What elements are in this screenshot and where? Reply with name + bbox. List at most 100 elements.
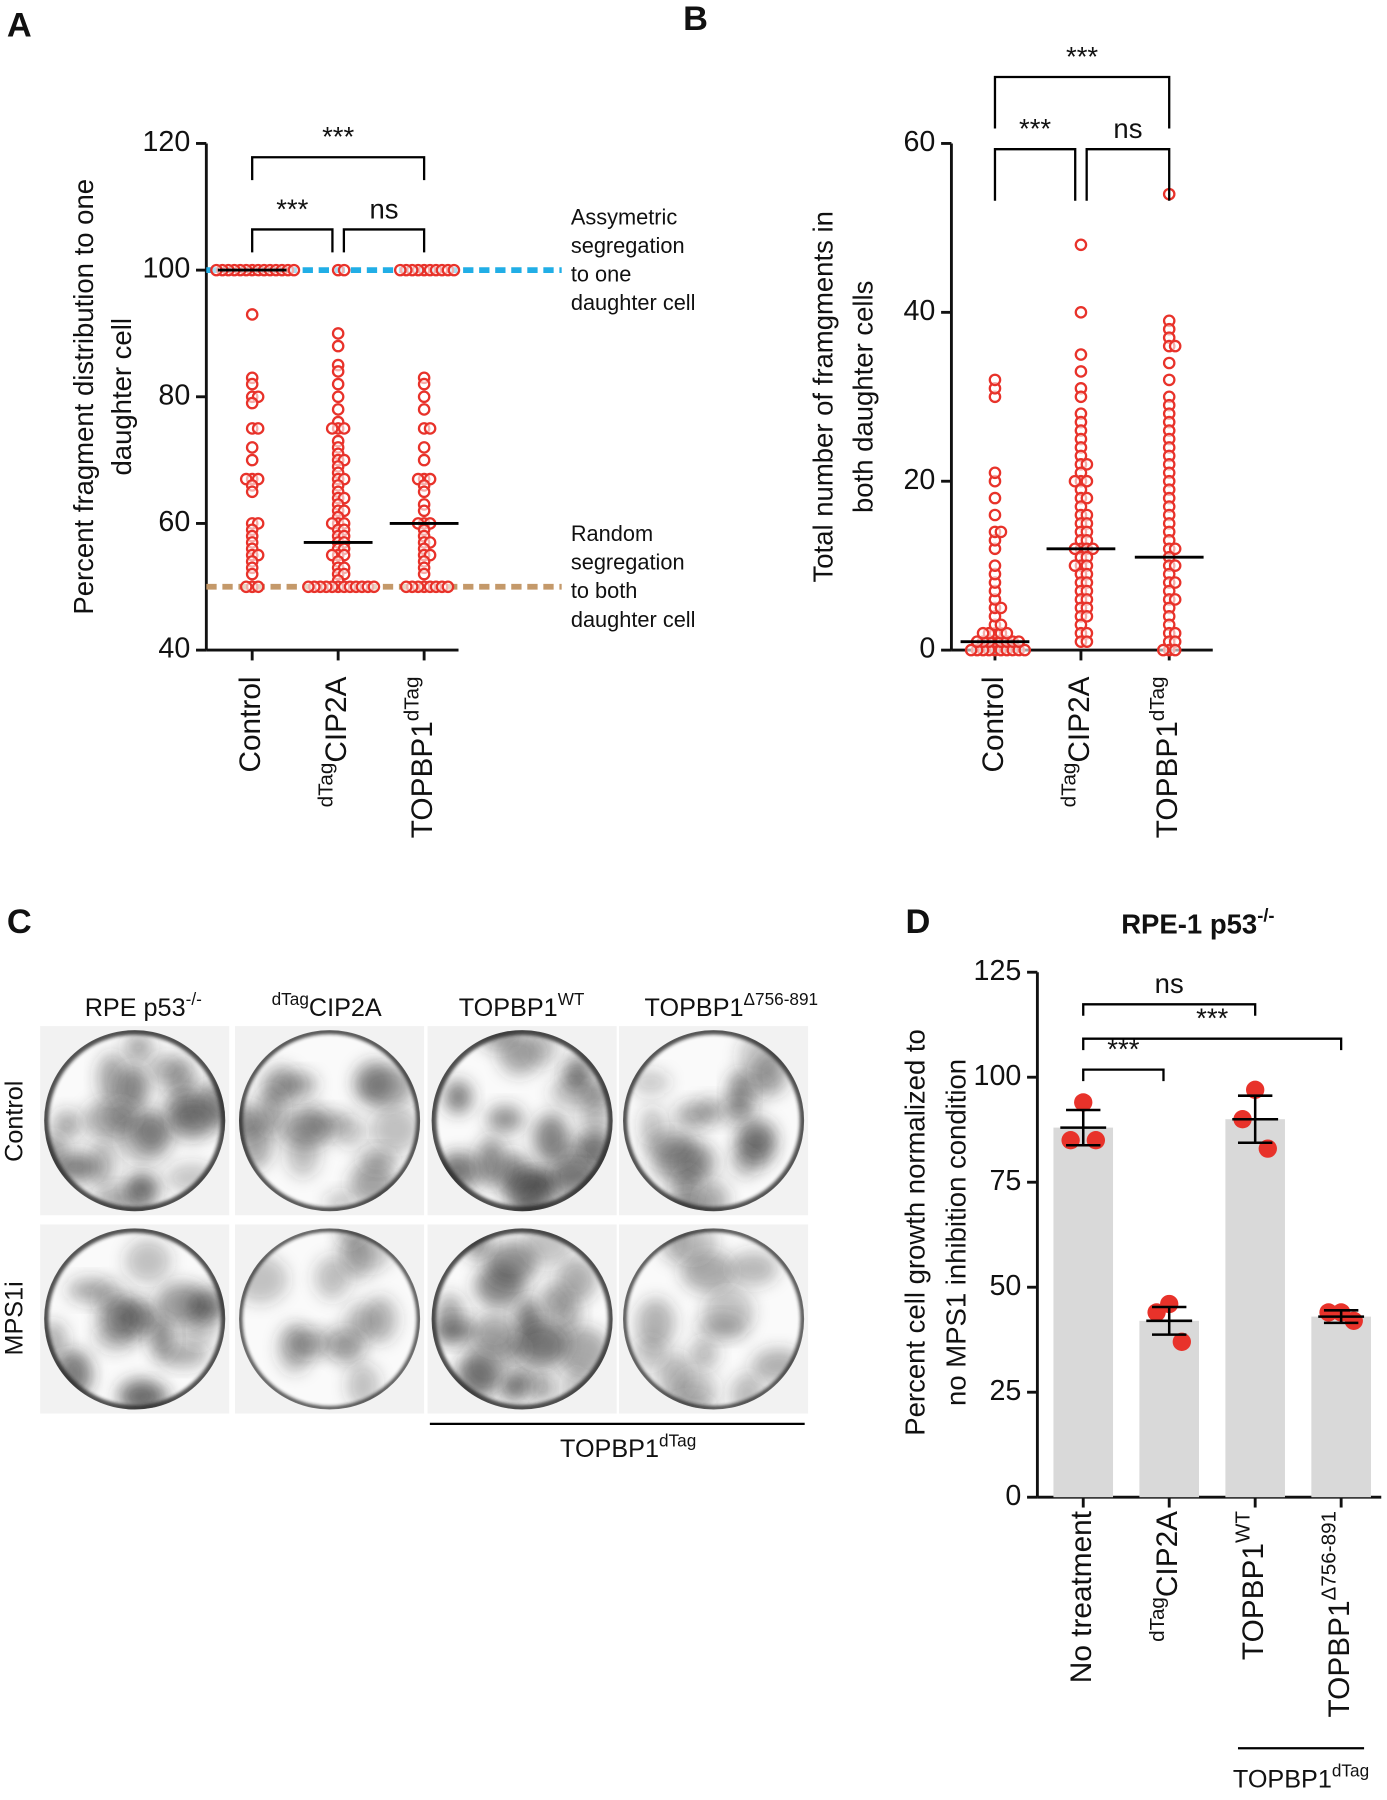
text: RPE-1 p53 (1121, 909, 1257, 940)
colony (335, 1117, 365, 1148)
text: TOPBP1 (1323, 1600, 1356, 1717)
data-point (1074, 238, 1088, 252)
colony (279, 1111, 334, 1149)
data-point (1080, 491, 1094, 505)
data-point (417, 403, 431, 416)
data-point (245, 377, 259, 391)
significance-label: *** (322, 121, 354, 152)
text: TOPBP1 (459, 994, 558, 1022)
data-point (988, 466, 1002, 480)
annotation: segregation (571, 550, 685, 575)
data-point (1074, 390, 1088, 404)
group-label: TOPBP1dTag (1233, 1760, 1369, 1793)
data-point (1080, 458, 1094, 471)
plate-rim (623, 1228, 805, 1410)
plate (44, 1030, 226, 1212)
x-tick-label: dTagCIP2A (315, 676, 353, 807)
column-label: dTagCIP2A (272, 989, 382, 1022)
data-point (417, 453, 431, 467)
plate-rim (44, 1228, 226, 1410)
data-point (1168, 559, 1182, 572)
data-point (423, 422, 437, 435)
data-point (331, 339, 345, 353)
panel-label: B (683, 0, 708, 38)
data-point (245, 485, 259, 499)
data-point (251, 580, 265, 594)
colony (477, 1137, 506, 1186)
significance-label: *** (1066, 41, 1098, 72)
plate-rim (623, 1030, 805, 1212)
colony (104, 1100, 139, 1132)
data-point (331, 327, 345, 340)
significance-bracket (1082, 1003, 1257, 1016)
y-tick-label: 25 (989, 1375, 1021, 1407)
x-tick-label: Control (977, 676, 1010, 772)
colony (125, 1033, 153, 1062)
data-point (239, 580, 253, 594)
colony (645, 1129, 695, 1165)
data-point (988, 508, 1002, 522)
text: TOPBP1 (406, 721, 439, 838)
data-point (1168, 643, 1182, 657)
colony (125, 1239, 171, 1283)
data-point (1018, 643, 1032, 657)
colony (238, 1104, 266, 1139)
y-tick-label: 40 (158, 633, 190, 665)
y-axis-label: Percent fragment distribution to one (68, 179, 99, 615)
significance-label: ns (1155, 968, 1184, 999)
colony (729, 1251, 778, 1286)
colony (690, 1338, 718, 1369)
y-axis-label: Percent cell growth normalized to (899, 1029, 930, 1436)
colony (444, 1080, 472, 1114)
colony (529, 1372, 556, 1403)
y-axis-label: no MPS1 inhibition condition (941, 1059, 972, 1406)
data-point (1061, 1131, 1080, 1150)
data-point (1086, 1131, 1106, 1150)
colony (737, 1118, 776, 1155)
colony (53, 1110, 81, 1139)
text: TOPBP1 (645, 994, 744, 1022)
significance-bracket (251, 156, 426, 181)
x-tick-label: Control (234, 676, 267, 772)
data-point (245, 308, 259, 321)
panel-label: D (906, 903, 931, 941)
data-point (331, 390, 345, 404)
x-tick-label: dTagCIP2A (1058, 676, 1096, 807)
significance-bracket (993, 75, 1171, 129)
data-point (994, 525, 1008, 539)
y-tick-label: 120 (142, 126, 190, 158)
y-tick-label: 0 (919, 633, 935, 665)
data-point (1074, 306, 1088, 319)
colony (486, 1241, 538, 1285)
data-point (1168, 542, 1182, 556)
data-point (1172, 1332, 1191, 1351)
significance-label: *** (276, 193, 308, 224)
text: CIP2A (320, 676, 353, 762)
data-point (994, 601, 1008, 615)
plate (238, 1228, 421, 1410)
significance-label: ns (369, 193, 398, 224)
superscript: dTag (1332, 1760, 1369, 1780)
data-point (1000, 626, 1014, 640)
data-point (337, 263, 351, 277)
y-tick-label: 50 (989, 1270, 1021, 1302)
colony (487, 1106, 523, 1133)
annotation: daughter cell (571, 290, 696, 315)
data-point (1080, 635, 1094, 648)
row-label: Control (1, 1081, 29, 1162)
data-point (245, 567, 259, 581)
text: TOPBP1 (1233, 1765, 1332, 1793)
y-tick-label: 80 (158, 379, 190, 411)
data-point (251, 422, 265, 435)
colony (363, 1296, 397, 1343)
annotation: to both (571, 578, 638, 603)
text: TOPBP1 (1237, 1543, 1270, 1660)
data-point (988, 559, 1002, 572)
plate-rim (238, 1228, 421, 1410)
annotation: Assymetric (571, 204, 678, 229)
colony (133, 1110, 170, 1152)
data-point (331, 403, 345, 416)
x-tick-label: TOPBP1WT (1232, 1511, 1270, 1661)
error-bar (1318, 1309, 1365, 1325)
